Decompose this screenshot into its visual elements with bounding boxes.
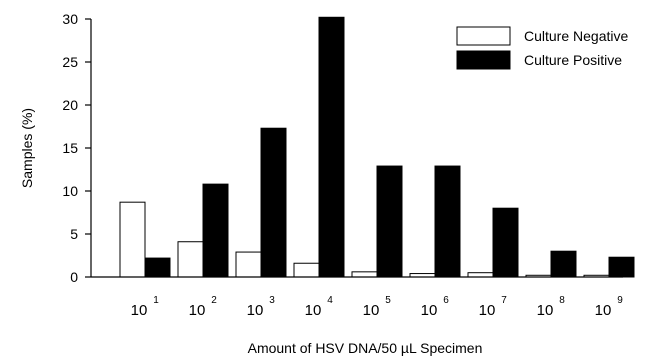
x-tick-label: 10 1	[131, 295, 160, 319]
y-tick-label: 20	[62, 97, 78, 113]
bar-culture-negative	[467, 272, 494, 278]
x-tick-exponent: 8	[559, 295, 565, 306]
x-axis: 10 1 10 2 10 3 10 4 10 5 10 6 10 7 10 8 10 9	[91, 276, 624, 319]
bar-culture-positive	[434, 165, 461, 278]
x-tick-exponent: 6	[443, 295, 449, 306]
y-tick-label: 5	[70, 226, 78, 242]
x-tick-exponent: 5	[385, 295, 391, 306]
x-tick-label: 10 3	[247, 295, 276, 319]
x-tick-base: 10	[131, 302, 148, 319]
x-tick-base: 10	[595, 302, 612, 319]
bar-culture-positive	[144, 257, 171, 278]
legend: Culture Negative Culture Positive	[456, 26, 628, 70]
x-tick-label: 10 6	[421, 295, 450, 319]
x-tick-exponent: 2	[211, 295, 217, 306]
x-tick-exponent: 7	[501, 295, 507, 306]
x-tick-exponent: 1	[153, 295, 159, 306]
x-tick-exponent: 4	[327, 295, 333, 306]
bar-culture-negative	[119, 201, 146, 278]
x-tick-label: 10 7	[479, 295, 508, 319]
y-axis-title: Samples (%)	[19, 108, 35, 188]
y-tick-label: 30	[62, 11, 78, 27]
x-tick-base: 10	[421, 302, 438, 319]
y-tick-label: 15	[62, 140, 78, 156]
x-axis-title: Amount of HSV DNA/50 µL Specimen	[248, 340, 483, 356]
x-tick-base: 10	[247, 302, 264, 319]
bar-culture-positive	[376, 165, 403, 278]
bar-culture-negative	[351, 271, 378, 278]
legend-swatch-negative	[456, 26, 511, 46]
bar-culture-positive	[550, 250, 577, 278]
x-tick-label: 10 2	[189, 295, 218, 319]
y-axis: 0 5 10 15 20 25 30	[62, 11, 92, 285]
y-tick-label: 0	[70, 269, 78, 285]
x-tick-base: 10	[363, 302, 380, 319]
x-tick-label: 10 8	[537, 295, 566, 319]
y-tick-label: 25	[62, 54, 78, 70]
x-tick-label: 10 5	[363, 295, 392, 319]
x-tick-exponent: 3	[269, 295, 275, 306]
x-tick-base: 10	[479, 302, 496, 319]
x-tick-exponent: 9	[617, 295, 623, 306]
legend-label: Culture Positive	[524, 52, 622, 68]
legend-label: Culture Negative	[524, 28, 628, 44]
bar-culture-positive	[260, 127, 287, 278]
bar-culture-positive	[318, 16, 345, 278]
bars	[119, 16, 635, 278]
x-tick-base: 10	[305, 302, 322, 319]
legend-swatch-positive	[456, 50, 511, 70]
bar-culture-negative	[293, 262, 320, 278]
bar-culture-positive	[608, 256, 635, 278]
x-tick-base: 10	[537, 302, 554, 319]
y-tick-label: 10	[62, 183, 78, 199]
x-tick-label: 10 4	[305, 295, 334, 319]
bar-culture-positive	[202, 183, 229, 278]
bar-culture-positive	[492, 207, 519, 278]
bar-culture-negative	[177, 241, 204, 278]
x-tick-base: 10	[189, 302, 206, 319]
x-tick-label: 10 9	[595, 295, 624, 319]
bar-culture-negative	[235, 251, 262, 278]
